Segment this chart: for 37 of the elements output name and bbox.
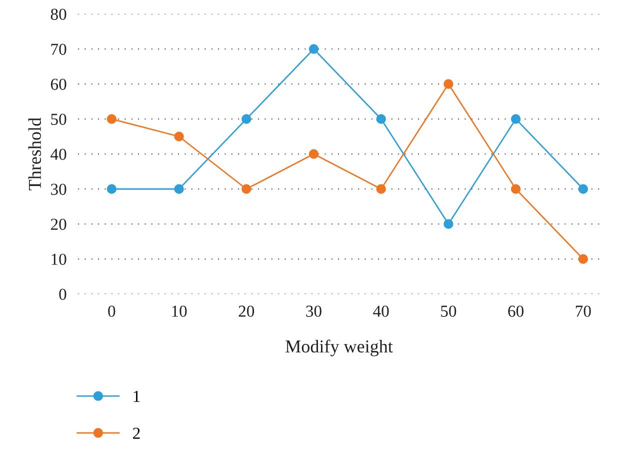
y-tick-label: 20	[50, 218, 66, 230]
point	[106, 184, 117, 194]
point	[376, 114, 386, 124]
y-tick-label: 0	[59, 288, 66, 300]
point	[308, 44, 319, 54]
x-tick-label: 70	[576, 306, 591, 317]
x-tick-label: 60	[508, 306, 524, 317]
y-tick-label: 10	[52, 254, 66, 265]
y-tick-label: 60	[50, 78, 66, 90]
legend-label: 1	[134, 390, 140, 402]
point	[242, 184, 252, 194]
x-axis-title: Modify weight	[286, 340, 393, 356]
y-tick-label: 30	[51, 184, 66, 195]
point	[444, 219, 454, 229]
point	[106, 114, 117, 124]
point	[174, 184, 184, 194]
x-tick-label: 30	[306, 306, 322, 317]
x-tick-label: 40	[373, 306, 389, 317]
y-axis-title: Threshold	[28, 118, 41, 190]
point	[510, 114, 521, 124]
x-tick-label: 10	[172, 306, 187, 317]
point	[308, 149, 319, 159]
x-tick-label: 20	[238, 306, 254, 317]
point	[444, 79, 454, 89]
y-tick-label: 50	[51, 114, 66, 125]
y-tick-label: 80	[50, 8, 66, 20]
point	[578, 254, 588, 264]
point	[174, 132, 184, 142]
point	[510, 184, 521, 194]
point	[242, 114, 252, 124]
point	[578, 184, 588, 194]
x-tick-label: 50	[441, 306, 456, 317]
legend-label: 2	[133, 428, 140, 439]
y-tick-label: 40	[50, 148, 66, 160]
point	[376, 184, 386, 194]
x-tick-label: 0	[108, 306, 116, 317]
y-tick-label: 70	[51, 44, 66, 55]
